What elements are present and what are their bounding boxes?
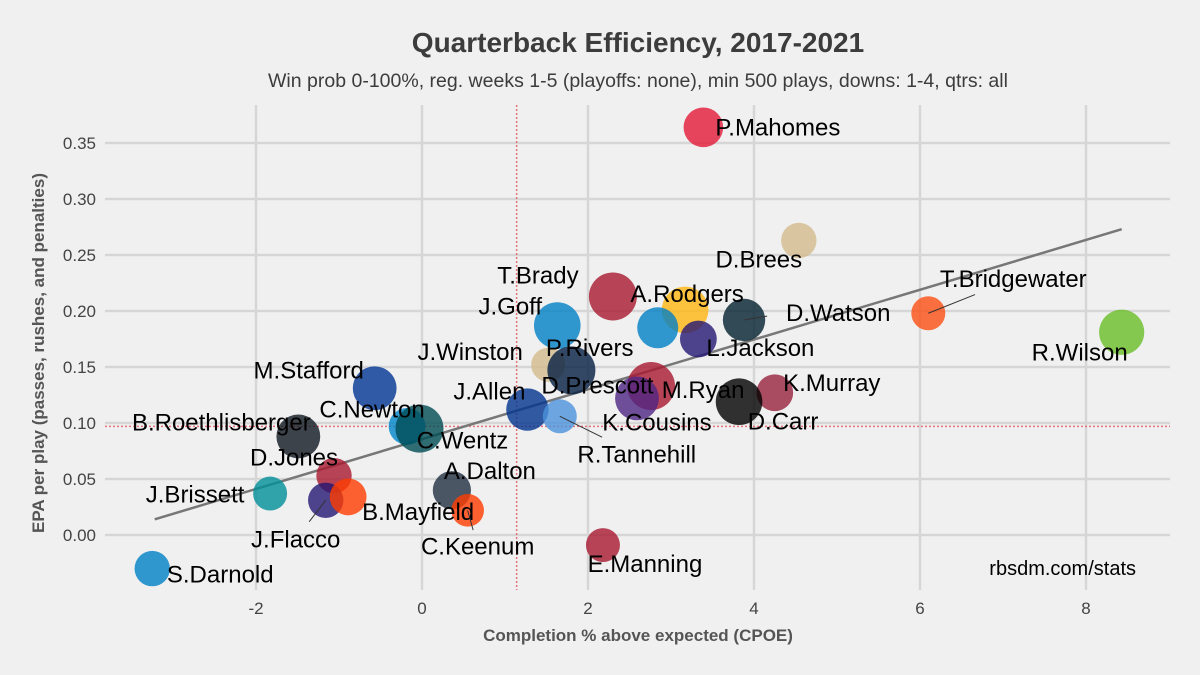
label-leader-line <box>308 499 327 523</box>
point-label: C.Newton <box>319 396 424 423</box>
chart-title: Quarterback Efficiency, 2017-2021 <box>412 27 864 58</box>
data-point <box>756 374 794 412</box>
data-point <box>679 320 717 358</box>
x-tick-label: -2 <box>248 599 263 618</box>
point-label: K.Murray <box>783 370 880 397</box>
point-label: C.Keenum <box>421 533 534 560</box>
point-label: M.Ryan <box>662 377 745 404</box>
point-label: J.Flacco <box>251 526 340 553</box>
point-label: D.Watson <box>786 300 890 327</box>
point-label: J.Winston <box>417 339 522 366</box>
label-leader-line <box>928 294 976 314</box>
x-tick-label: 0 <box>417 599 426 618</box>
data-point <box>547 346 596 395</box>
data-points <box>134 107 1145 587</box>
y-axis-title: EPA per play (passes, rushes, and penalt… <box>29 173 48 533</box>
point-label: B.Roethlisberger <box>132 409 311 436</box>
point-label: R.Tannehill <box>577 441 696 468</box>
data-point <box>533 302 581 349</box>
source-caption: rbsdm.com/stats <box>989 558 1136 580</box>
data-point <box>715 378 763 426</box>
y-tick-label: 0.25 <box>63 246 96 265</box>
y-tick-label: 0.35 <box>63 134 96 153</box>
x-tick-label: 4 <box>749 599 758 618</box>
data-point <box>615 376 659 421</box>
data-point <box>506 388 549 431</box>
label-leader-line <box>743 315 768 321</box>
point-label: D.Brees <box>715 246 802 273</box>
data-point <box>585 528 620 563</box>
point-label: A.Rodgers <box>630 281 743 308</box>
data-point <box>588 272 637 321</box>
point-label: D.Jones <box>250 445 338 472</box>
data-point <box>352 366 397 411</box>
point-label: M.Stafford <box>254 357 364 384</box>
axis-ticks: -2 0 2 4 6 8 0.00 0.05 0.10 0.15 0.20 0.25 0.30 0.35 <box>63 134 1091 618</box>
x-tick-label: 8 <box>1081 599 1090 618</box>
label-leader-line <box>467 510 474 531</box>
data-point <box>781 222 817 259</box>
point-label: A.Dalton <box>444 458 536 485</box>
point-labels: P.Mahomes D.Brees T.Brady A.Rodgers J.GoffP.… <box>132 114 1128 588</box>
point-label: L.Jackson <box>706 335 814 362</box>
y-tick-label: 0.10 <box>63 414 96 433</box>
point-label: E.Manning <box>588 551 703 578</box>
chart-subtitle: Win prob 0-100%, reg. weeks 1-5 (playoff… <box>268 70 1008 92</box>
point-label: D.Prescott <box>541 372 653 399</box>
data-point <box>253 476 288 511</box>
point-label: B.Mayfield <box>362 499 474 526</box>
point-label: P.Mahomes <box>715 114 840 141</box>
y-tick-label: 0.05 <box>63 470 96 489</box>
x-tick-label: 2 <box>583 599 592 618</box>
data-point <box>395 404 444 453</box>
label-leader-line <box>559 415 603 438</box>
data-point <box>276 414 321 459</box>
point-label: K.Cousins <box>602 409 711 436</box>
point-label: P.Rivers <box>546 335 634 362</box>
point-label: J.Brissett <box>146 482 245 509</box>
data-point <box>1099 309 1145 355</box>
data-point <box>134 550 170 587</box>
data-point <box>637 307 679 349</box>
data-point <box>683 107 724 148</box>
y-tick-label: 0.15 <box>63 358 96 377</box>
point-label: J.Goff <box>478 294 542 321</box>
point-label: T.Bridgewater <box>940 266 1087 293</box>
point-label: D.Carr <box>748 409 819 436</box>
y-tick-label: 0.30 <box>63 190 96 209</box>
y-tick-label: 0.00 <box>63 526 96 545</box>
point-label: C.Wentz <box>417 428 509 455</box>
point-label: T.Brady <box>497 262 578 289</box>
y-tick-label: 0.20 <box>63 302 96 321</box>
point-label: S.Darnold <box>167 562 274 589</box>
x-axis-title: Completion % above expected (CPOE) <box>483 626 793 645</box>
data-point <box>329 478 367 516</box>
point-label: R.Wilson <box>1032 339 1128 366</box>
point-label: J.Allen <box>453 379 525 406</box>
x-tick-label: 6 <box>915 599 924 618</box>
